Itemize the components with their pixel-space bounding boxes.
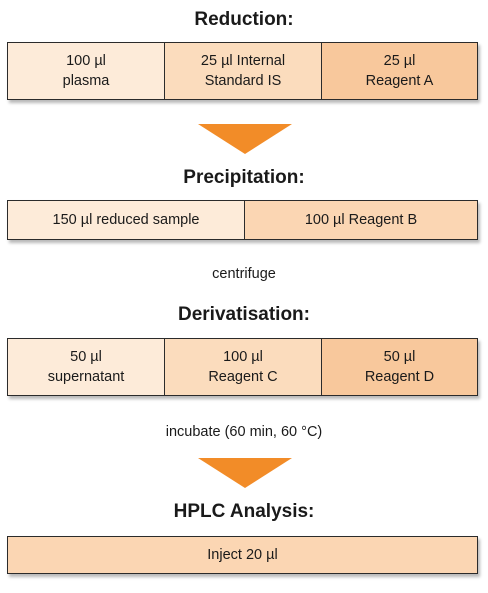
step-heading-derivatisation: Derivatisation: [178, 304, 310, 325]
down-arrow-icon [198, 458, 292, 488]
derivatisation-cell-reagent-c: 100 µl Reagent C [164, 339, 321, 395]
cell-text: plasma [62, 73, 110, 89]
precipitation-cell-reagent-b: 100 µl Reagent B [244, 201, 477, 239]
cell-text: 50 µl [383, 349, 416, 365]
cell-text: 100 µl [223, 349, 263, 365]
cell-text: Reagent C [208, 369, 278, 385]
cell-text: Standard IS [204, 73, 282, 89]
reduction-cell-internal-standard: 25 µl Internal Standard IS [164, 43, 321, 99]
step-heading-reduction: Reduction: [194, 9, 294, 30]
cell-text: 25 µl Internal [200, 53, 286, 69]
cell-text: 50 µl [70, 349, 102, 365]
cell-text: 100 µl Reagent B [304, 212, 418, 228]
cell-text: Reagent A [365, 73, 434, 89]
cell-text: Reagent D [364, 369, 435, 385]
cell-text: Inject 20 µl [207, 547, 278, 563]
arrow-shape [198, 124, 292, 154]
reduction-box: 100 µl plasma 25 µl Internal Standard IS 2… [7, 42, 478, 100]
hplc-box: Inject 20 µl [7, 536, 478, 574]
cell-text: 100 µl [66, 53, 106, 69]
centrifuge-note: centrifuge [212, 266, 276, 282]
reduction-cell-reagent-a: 25 µl Reagent A [321, 43, 477, 99]
step-heading-hplc-analysis: HPLC Analysis: [173, 501, 315, 522]
cell-text: supernatant [47, 369, 125, 385]
down-arrow-icon [198, 124, 292, 154]
incubate-note: incubate (60 min, 60 °C) [165, 424, 323, 440]
arrow-shape [198, 458, 292, 488]
step-heading-precipitation: Precipitation: [183, 167, 305, 188]
reduction-cell-plasma: 100 µl plasma [8, 43, 164, 99]
derivatisation-cell-supernatant: 50 µl supernatant [8, 339, 164, 395]
cell-text: 25 µl [383, 53, 416, 69]
precipitation-box: 150 µl reduced sample 100 µl Reagent B [7, 200, 478, 240]
cell-text: 150 µl reduced sample [52, 212, 200, 228]
precipitation-cell-reduced-sample: 150 µl reduced sample [8, 201, 244, 239]
derivatisation-box: 50 µl supernatant 100 µl Reagent C 50 µl Re… [7, 338, 478, 396]
hplc-cell-inject: Inject 20 µl [8, 537, 477, 573]
derivatisation-cell-reagent-d: 50 µl Reagent D [321, 339, 477, 395]
